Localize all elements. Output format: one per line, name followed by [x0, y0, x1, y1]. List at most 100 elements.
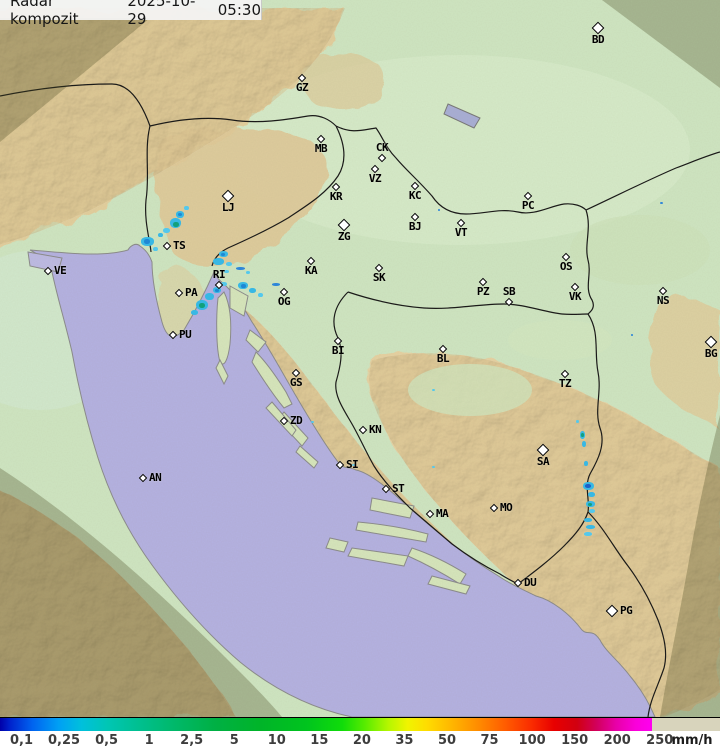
radar-echo [224, 270, 229, 273]
radar-echo [584, 518, 592, 522]
station-label-lj: LJ [221, 201, 235, 214]
station-label-zg: ZG [337, 230, 351, 243]
radar-echo [352, 464, 355, 466]
radar-echo [249, 288, 256, 293]
station-label-ck: CK [375, 141, 389, 154]
legend-tick: 2,5 [180, 733, 204, 748]
station-label-bd: BD [591, 33, 605, 46]
station-label-ve: VE [54, 264, 67, 277]
station-label-kc: KC [408, 189, 422, 202]
radar-echo [589, 509, 595, 513]
radar-echo [438, 209, 440, 211]
legend-tick: 35 [395, 733, 414, 748]
radar-echo [272, 283, 280, 286]
radar-echo [584, 461, 588, 466]
radar-echo [173, 222, 179, 227]
station-label-vt: VT [454, 226, 468, 239]
title-time: 05:30 [217, 1, 261, 19]
title-bar: Radar kompozit 2025-10-29 05:30 [0, 0, 262, 28]
station-label-tz: TZ [558, 377, 572, 390]
station-label-ts: TS [173, 239, 186, 252]
station-label-ri: RI [212, 268, 226, 281]
station-label-bi: BI [331, 344, 345, 357]
legend-separator [0, 717, 720, 718]
legend-gradient-bar [0, 718, 652, 731]
radar-echo [582, 441, 586, 447]
station-label-ka: KA [304, 264, 318, 277]
radar-echo [178, 213, 182, 216]
station-label-st: ST [392, 482, 405, 495]
station-label-gs: GS [289, 376, 303, 389]
radar-echo [311, 421, 314, 423]
station-label-pg: PG [620, 604, 633, 617]
legend-tick: 75 [480, 733, 499, 748]
station-label-kn: KN [369, 423, 382, 436]
radar-echo [581, 433, 584, 437]
radar-map: BD GZ MB CK VZ KR KC PC LJ BJ VT ZG TS OS KA SK VE RI PZ VK… [0, 0, 720, 717]
legend-tick: 0,5 [95, 733, 119, 748]
legend-tick-row: mm/h 0,1 0,25 0,5 1 2,5 5 10 15 20 35 50 75 100 150 20… [0, 731, 720, 751]
radar-echo [205, 293, 214, 300]
station-label-sk: SK [372, 271, 386, 284]
radar-echo [241, 284, 246, 288]
station-label-zd: ZD [290, 414, 303, 427]
title-date: 2025-10-29 [127, 0, 196, 28]
radar-echo [199, 303, 205, 308]
radar-echo [432, 389, 435, 391]
legend-tick: 20 [352, 733, 371, 748]
radar-echo [158, 233, 163, 237]
radar-echo [163, 228, 170, 233]
station-label-bj: BJ [408, 220, 422, 233]
station-label-pa: PA [185, 286, 198, 299]
radar-echo [258, 293, 263, 297]
station-label-an: AN [149, 471, 162, 484]
radar-echo [191, 310, 198, 315]
legend-tick: 0,25 [48, 733, 81, 748]
terrain-svg [0, 0, 720, 717]
station-label-pu: PU [179, 328, 192, 341]
legend-tick: 1 [144, 733, 154, 748]
legend-tick: 50 [437, 733, 457, 748]
station-label-vz: VZ [368, 172, 382, 185]
grain-texture [0, 0, 720, 717]
station-label-pz: PZ [476, 285, 490, 298]
radar-echo [588, 503, 592, 506]
radar-echo [144, 239, 150, 244]
station-label-og: OG [277, 295, 291, 308]
legend-tick: 10 [267, 733, 286, 748]
radar-echo [153, 247, 158, 251]
radar-echo [584, 532, 592, 536]
legend-tick: 15 [310, 733, 329, 748]
product-title: Radar kompozit [10, 0, 79, 28]
station-label-pc: PC [521, 199, 535, 212]
radar-echo [432, 466, 435, 468]
legend-unit: mm/h [671, 733, 713, 748]
radar-echo [221, 253, 225, 256]
legend-tick: 5 [229, 733, 239, 748]
legend-tick: 100 [518, 733, 546, 748]
radar-echo [221, 282, 227, 286]
legend-tick: 150 [561, 733, 589, 748]
station-label-os: OS [559, 260, 573, 273]
radar-echo [213, 258, 224, 265]
radar-echo [576, 420, 579, 423]
radar-echo [631, 334, 633, 336]
legend-tick: 0,1 [9, 733, 34, 748]
radar-echo [236, 267, 245, 270]
legend-tick: 250 [646, 733, 674, 748]
station-label-sa: SA [536, 455, 550, 468]
radar-echo [215, 289, 219, 292]
radar-echo [660, 202, 663, 204]
legend-bar-stub [652, 718, 720, 731]
station-label-sb: SB [502, 285, 516, 298]
station-label-mb: MB [314, 142, 328, 155]
station-label-du: DU [524, 576, 537, 589]
radar-echo [184, 206, 189, 210]
radar-echo [588, 492, 595, 497]
station-label-ns: NS [656, 294, 670, 307]
legend-tick: 200 [603, 733, 631, 748]
station-label-gz: GZ [295, 81, 309, 94]
radar-echo [586, 525, 595, 529]
station-label-bg: BG [704, 347, 718, 360]
